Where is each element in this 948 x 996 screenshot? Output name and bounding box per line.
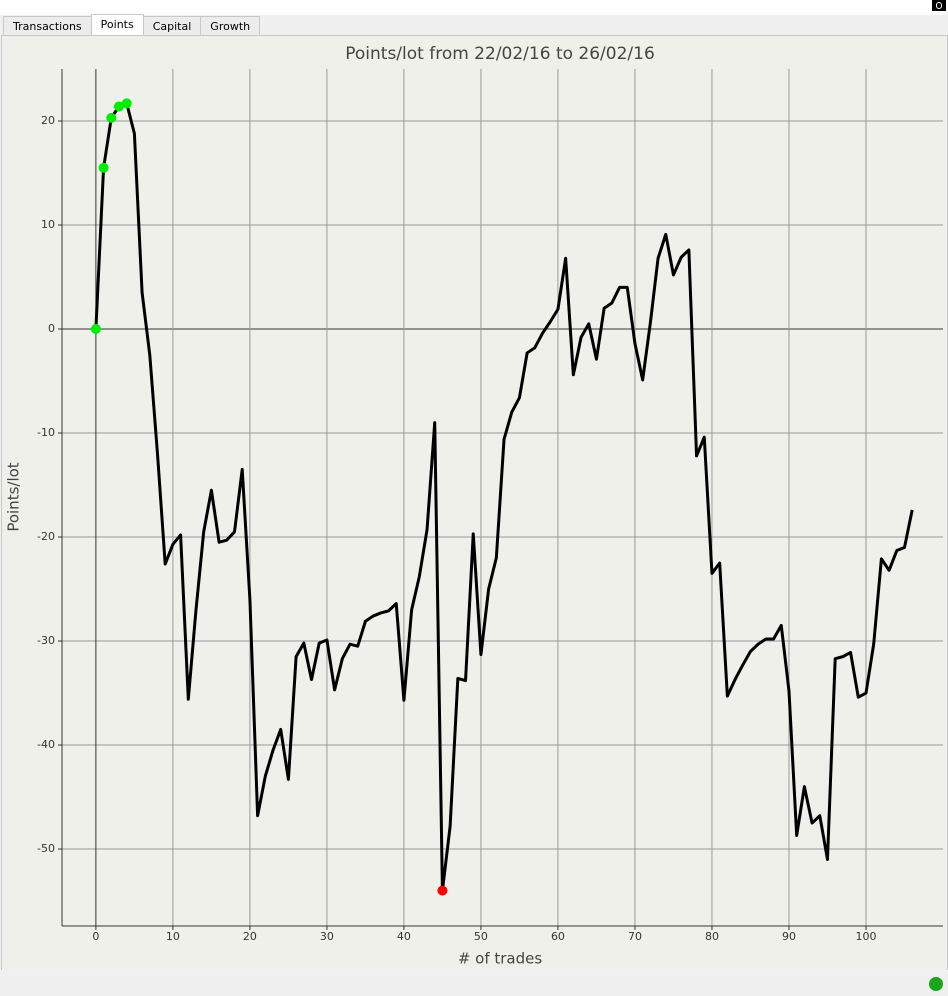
plot-area: -50 -40 -30 -20 -10 0 10 20 0 10 20 30 40 50 60 70 80 90 1… bbox=[37, 69, 943, 943]
marker bbox=[113, 101, 124, 112]
x-tick-label: 30 bbox=[320, 930, 334, 943]
marker bbox=[437, 885, 448, 896]
y-tick-label: 20 bbox=[41, 114, 55, 127]
window-button[interactable] bbox=[932, 0, 946, 11]
x-tick-label: 90 bbox=[782, 930, 796, 943]
tab[interactable]: Points bbox=[90, 14, 144, 36]
x-tick-label: 50 bbox=[474, 930, 488, 943]
x-tick-label: 80 bbox=[705, 930, 719, 943]
data-line bbox=[94, 101, 914, 893]
marker bbox=[106, 112, 117, 123]
marker bbox=[90, 324, 101, 335]
x-axis-label: # of trades bbox=[458, 950, 543, 968]
y-axis-label: Points/lot bbox=[5, 462, 23, 531]
x-tick-label: 60 bbox=[551, 930, 565, 943]
status-indicator bbox=[929, 977, 943, 991]
y-tick-label: -30 bbox=[37, 634, 55, 647]
x-tick-label: 70 bbox=[628, 930, 642, 943]
chart-title: Points/lot from 22/02/16 to 26/02/16 bbox=[345, 44, 655, 64]
tab-bar: Transactions Points Capital Growth bbox=[3, 14, 261, 36]
x-tick-label: 100 bbox=[855, 930, 876, 943]
x-tick-label: 20 bbox=[243, 930, 257, 943]
y-tick-label: -50 bbox=[37, 842, 55, 855]
top-bar bbox=[0, 0, 948, 15]
x-tick-label: 40 bbox=[397, 930, 411, 943]
tab[interactable]: Capital bbox=[142, 16, 202, 36]
y-tick-label: -10 bbox=[37, 426, 55, 439]
y-tick-label: -20 bbox=[37, 530, 55, 543]
chart: Points/lot from 22/02/16 to 26/02/16 # o… bbox=[5, 44, 943, 968]
y-tick-label: 0 bbox=[48, 322, 55, 335]
x-tick-label: 0 bbox=[92, 930, 99, 943]
x-tick-label: 10 bbox=[166, 930, 180, 943]
y-tick-label: -40 bbox=[37, 738, 55, 751]
status-bar bbox=[0, 970, 948, 996]
y-tick-label: 10 bbox=[41, 218, 55, 231]
marker bbox=[121, 98, 132, 109]
tab[interactable]: Growth bbox=[200, 16, 261, 36]
marker bbox=[98, 162, 109, 173]
